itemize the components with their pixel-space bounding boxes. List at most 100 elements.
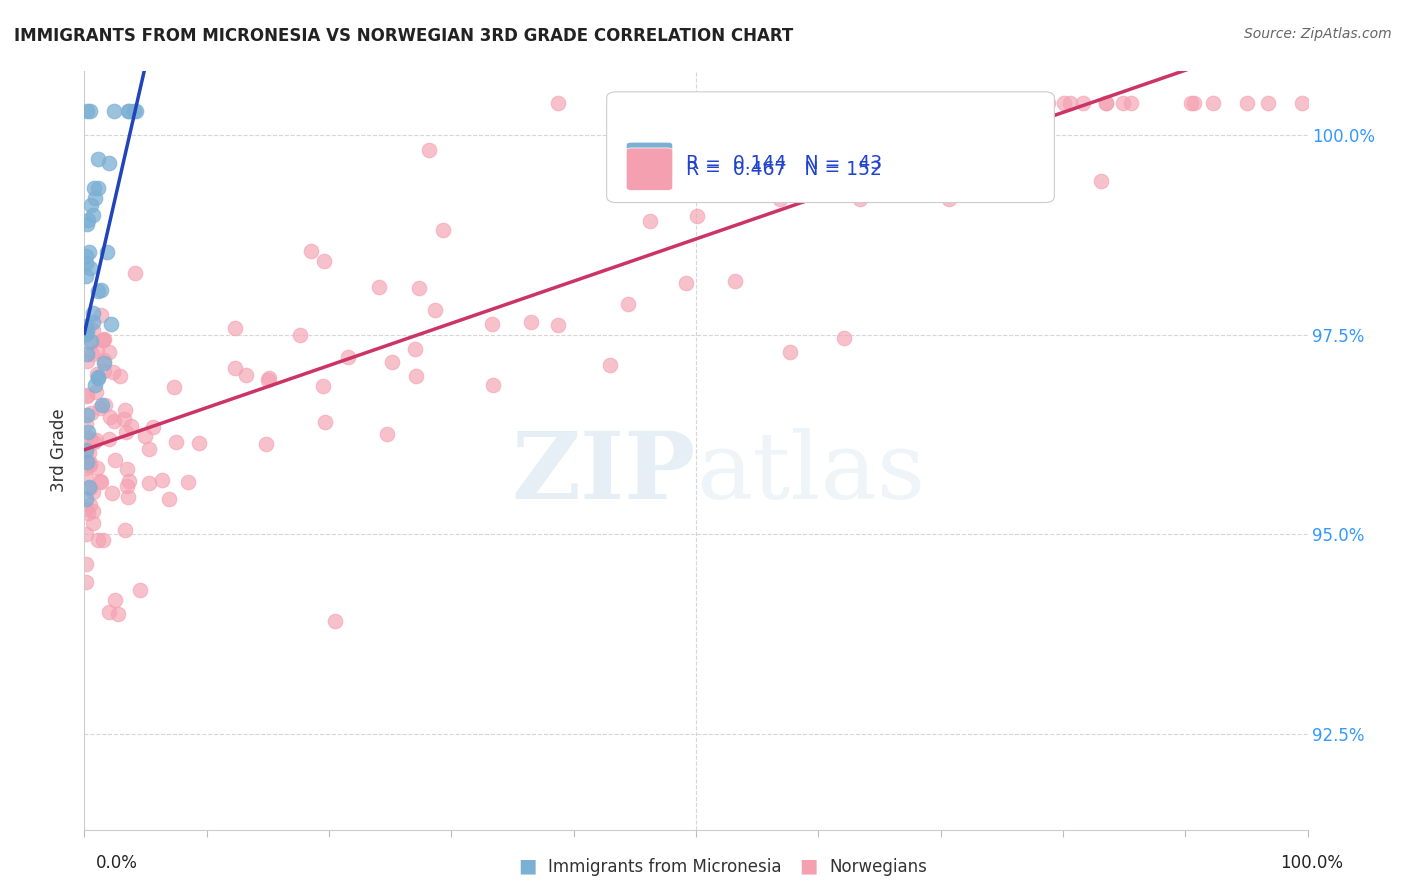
Point bbox=[129, 582, 152, 597]
Point bbox=[94, 398, 117, 412]
Point bbox=[301, 244, 323, 258]
Point bbox=[1095, 96, 1118, 111]
Point bbox=[849, 192, 872, 206]
Point bbox=[381, 355, 404, 369]
Point bbox=[114, 523, 136, 537]
Text: Norwegians: Norwegians bbox=[830, 858, 928, 876]
Text: ■: ■ bbox=[517, 857, 537, 876]
Point bbox=[87, 533, 110, 547]
Point bbox=[87, 371, 110, 385]
FancyBboxPatch shape bbox=[626, 148, 672, 190]
Point bbox=[887, 118, 910, 132]
Point bbox=[599, 358, 621, 372]
Point bbox=[224, 361, 246, 376]
Point bbox=[77, 319, 100, 334]
Point bbox=[103, 365, 125, 379]
Point bbox=[724, 274, 747, 288]
Point bbox=[84, 378, 107, 392]
Point bbox=[77, 445, 100, 459]
Point bbox=[76, 354, 98, 368]
Point bbox=[86, 344, 108, 359]
Point bbox=[97, 155, 120, 169]
Point bbox=[83, 435, 105, 450]
Point bbox=[82, 305, 104, 319]
Point bbox=[79, 479, 101, 493]
Point bbox=[91, 398, 114, 412]
Point bbox=[98, 432, 121, 446]
Point bbox=[675, 276, 697, 290]
Point bbox=[76, 408, 98, 422]
Point bbox=[1032, 106, 1054, 120]
Point bbox=[75, 318, 97, 333]
Point bbox=[82, 484, 104, 499]
Point bbox=[79, 260, 101, 275]
Point bbox=[103, 413, 125, 427]
Point bbox=[89, 401, 111, 415]
Point bbox=[114, 425, 136, 439]
Point bbox=[89, 474, 111, 488]
Point bbox=[104, 453, 127, 467]
Point bbox=[432, 223, 454, 237]
Point bbox=[1029, 96, 1052, 111]
Point bbox=[118, 474, 141, 488]
Point bbox=[734, 154, 756, 169]
Point bbox=[1202, 96, 1225, 111]
Point bbox=[98, 345, 121, 359]
Text: atlas: atlas bbox=[696, 428, 925, 518]
Point bbox=[1182, 96, 1205, 111]
Point bbox=[312, 379, 335, 393]
Point bbox=[616, 297, 638, 311]
Point bbox=[75, 527, 97, 541]
Point bbox=[157, 491, 180, 506]
Point bbox=[903, 113, 925, 128]
Point bbox=[76, 347, 98, 361]
Point bbox=[79, 499, 101, 513]
Point bbox=[150, 474, 173, 488]
Point bbox=[75, 492, 97, 507]
Point bbox=[766, 147, 789, 161]
Point bbox=[83, 180, 105, 194]
Point bbox=[1071, 96, 1094, 111]
Point bbox=[1236, 96, 1258, 111]
Point bbox=[832, 331, 855, 345]
Point bbox=[177, 475, 200, 490]
Point bbox=[80, 198, 103, 212]
Point bbox=[75, 502, 97, 516]
Point bbox=[100, 317, 122, 331]
Point bbox=[76, 324, 98, 338]
Point bbox=[120, 419, 142, 434]
Point bbox=[848, 133, 870, 147]
Point bbox=[75, 460, 97, 475]
Point bbox=[84, 191, 107, 205]
Point bbox=[142, 420, 165, 434]
Point bbox=[1036, 96, 1059, 111]
Point bbox=[976, 96, 998, 111]
Y-axis label: 3rd Grade: 3rd Grade bbox=[51, 409, 69, 492]
Point bbox=[75, 574, 97, 589]
Point bbox=[75, 558, 97, 572]
Point bbox=[80, 406, 103, 420]
Point bbox=[1090, 174, 1112, 188]
Text: ZIP: ZIP bbox=[512, 428, 696, 518]
Point bbox=[75, 269, 97, 284]
Text: ■: ■ bbox=[799, 857, 818, 876]
Point bbox=[375, 427, 398, 442]
Point bbox=[90, 475, 112, 489]
Text: 0.0%: 0.0% bbox=[96, 855, 138, 872]
Point bbox=[224, 321, 246, 335]
Point bbox=[84, 384, 107, 399]
Point bbox=[681, 126, 703, 140]
Point bbox=[79, 244, 101, 259]
Point bbox=[1257, 96, 1279, 111]
Point bbox=[107, 607, 129, 621]
Point bbox=[935, 96, 957, 111]
Point bbox=[868, 120, 890, 134]
Point bbox=[1007, 96, 1029, 111]
Point bbox=[90, 308, 112, 322]
Point bbox=[187, 436, 209, 450]
Point bbox=[779, 345, 801, 359]
Point bbox=[86, 367, 108, 381]
Point bbox=[82, 315, 104, 329]
Point bbox=[77, 506, 100, 520]
Point bbox=[82, 516, 104, 531]
